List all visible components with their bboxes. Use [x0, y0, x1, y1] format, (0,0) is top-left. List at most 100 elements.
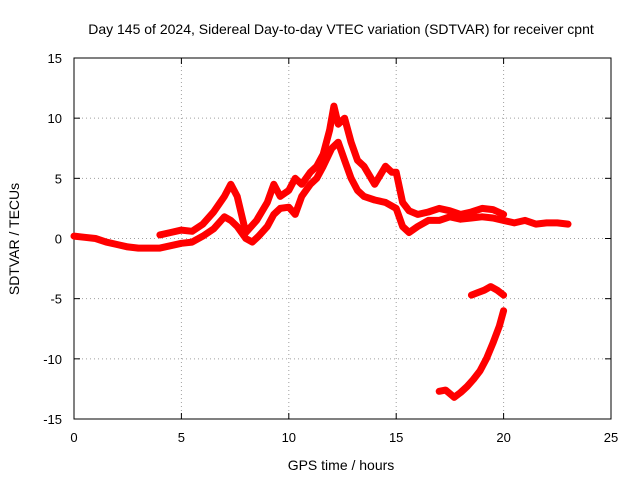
data-point-marker	[234, 193, 241, 200]
x-tick-label: 25	[604, 430, 618, 445]
data-point-marker	[470, 376, 477, 383]
x-tick-label: 15	[389, 430, 403, 445]
data-point-marker	[371, 196, 378, 203]
data-point-marker	[277, 193, 284, 200]
data-point-marker	[522, 217, 529, 224]
data-point-marker	[393, 169, 400, 176]
y-tick-label: -15	[43, 412, 62, 427]
data-point-marker	[320, 163, 327, 170]
y-tick-label: 10	[48, 111, 62, 126]
data-point-marker	[436, 205, 443, 212]
data-point-marker	[414, 211, 421, 218]
chart-title: Day 145 of 2024, Sidereal Day-to-day VTE…	[88, 21, 594, 37]
series-main-trace-lower	[70, 138, 572, 252]
data-point-marker	[292, 211, 299, 218]
data-point-marker	[436, 217, 443, 224]
data-point-marker	[382, 199, 389, 206]
data-point-marker	[476, 367, 483, 374]
data-point-marker	[464, 383, 471, 390]
data-point-marker	[313, 163, 320, 170]
data-point-marker	[113, 241, 120, 248]
data-point-marker	[234, 223, 241, 230]
data-point-marker	[354, 187, 361, 194]
data-point-marker	[442, 387, 449, 394]
data-point-marker	[298, 181, 305, 188]
series-negative-arc	[435, 307, 508, 401]
y-tick-label: 0	[55, 232, 62, 247]
data-point-marker	[221, 213, 228, 220]
data-point-marker	[328, 145, 335, 152]
data-point-marker	[500, 211, 507, 218]
data-point-marker	[307, 181, 314, 188]
data-point-marker	[414, 223, 421, 230]
data-point-marker	[210, 225, 217, 232]
data-point-marker	[335, 121, 342, 128]
data-point-marker	[348, 175, 355, 182]
data-point-marker	[425, 209, 432, 216]
data-point-marker	[124, 243, 131, 250]
data-point-marker	[565, 221, 572, 228]
data-point-marker	[167, 242, 174, 249]
data-point-marker	[382, 163, 389, 170]
data-point-marker	[92, 235, 99, 242]
data-point-marker	[406, 207, 413, 214]
data-point-marker	[253, 217, 260, 224]
data-point-marker	[277, 205, 284, 212]
data-point-marker	[178, 240, 185, 247]
data-point-marker	[399, 199, 406, 206]
data-point-marker	[554, 219, 561, 226]
y-tick-label: -5	[50, 292, 62, 307]
data-point-marker	[330, 103, 337, 110]
data-point-marker	[489, 206, 496, 213]
data-point-marker	[210, 209, 217, 216]
x-axis-label: GPS time / hours	[288, 457, 395, 473]
data-point-marker	[189, 239, 196, 246]
y-tick-label: 15	[48, 51, 62, 66]
data-point-marker	[393, 205, 400, 212]
data-point-marker	[326, 127, 333, 134]
data-point-marker	[156, 245, 163, 252]
data-point-marker	[178, 227, 185, 234]
data-point-marker	[371, 181, 378, 188]
data-point-marker	[156, 231, 163, 238]
data-point-marker	[360, 163, 367, 170]
data-point-marker	[457, 211, 464, 218]
data-point-marker	[543, 219, 550, 226]
data-point-marker	[341, 115, 348, 122]
data-point-marker	[320, 151, 327, 158]
data-point-marker	[489, 215, 496, 222]
data-point-marker	[341, 157, 348, 164]
data-point-marker	[135, 245, 142, 252]
data-point-marker	[481, 287, 488, 294]
data-point-marker	[335, 139, 342, 146]
y-axis-label: SDTVAR / TECUs	[6, 183, 22, 295]
data-point-marker	[298, 193, 305, 200]
data-point-marker	[103, 239, 110, 246]
data-point-marker	[406, 229, 413, 236]
data-point-marker	[487, 283, 494, 290]
series-negative-hook	[467, 283, 508, 299]
data-point-marker	[242, 229, 249, 236]
data-point-marker	[270, 211, 277, 218]
series-main-trace-upper	[156, 102, 508, 239]
data-point-marker	[360, 193, 367, 200]
data-point-marker	[227, 181, 234, 188]
x-tick-label: 0	[70, 430, 77, 445]
data-point-marker	[436, 388, 443, 395]
data-point-marker	[199, 233, 206, 240]
data-point-marker	[71, 233, 77, 240]
data-point-marker	[264, 223, 271, 230]
data-series	[70, 102, 572, 401]
data-point-marker	[500, 217, 507, 224]
data-point-marker	[511, 219, 518, 226]
data-point-marker	[242, 235, 249, 242]
data-point-marker	[199, 221, 206, 228]
data-point-marker	[264, 199, 271, 206]
data-point-marker	[479, 213, 486, 220]
series-band	[435, 307, 508, 401]
data-point-marker	[500, 292, 507, 299]
data-point-marker	[255, 233, 262, 240]
data-point-marker	[446, 213, 453, 220]
data-point-marker	[457, 389, 464, 396]
